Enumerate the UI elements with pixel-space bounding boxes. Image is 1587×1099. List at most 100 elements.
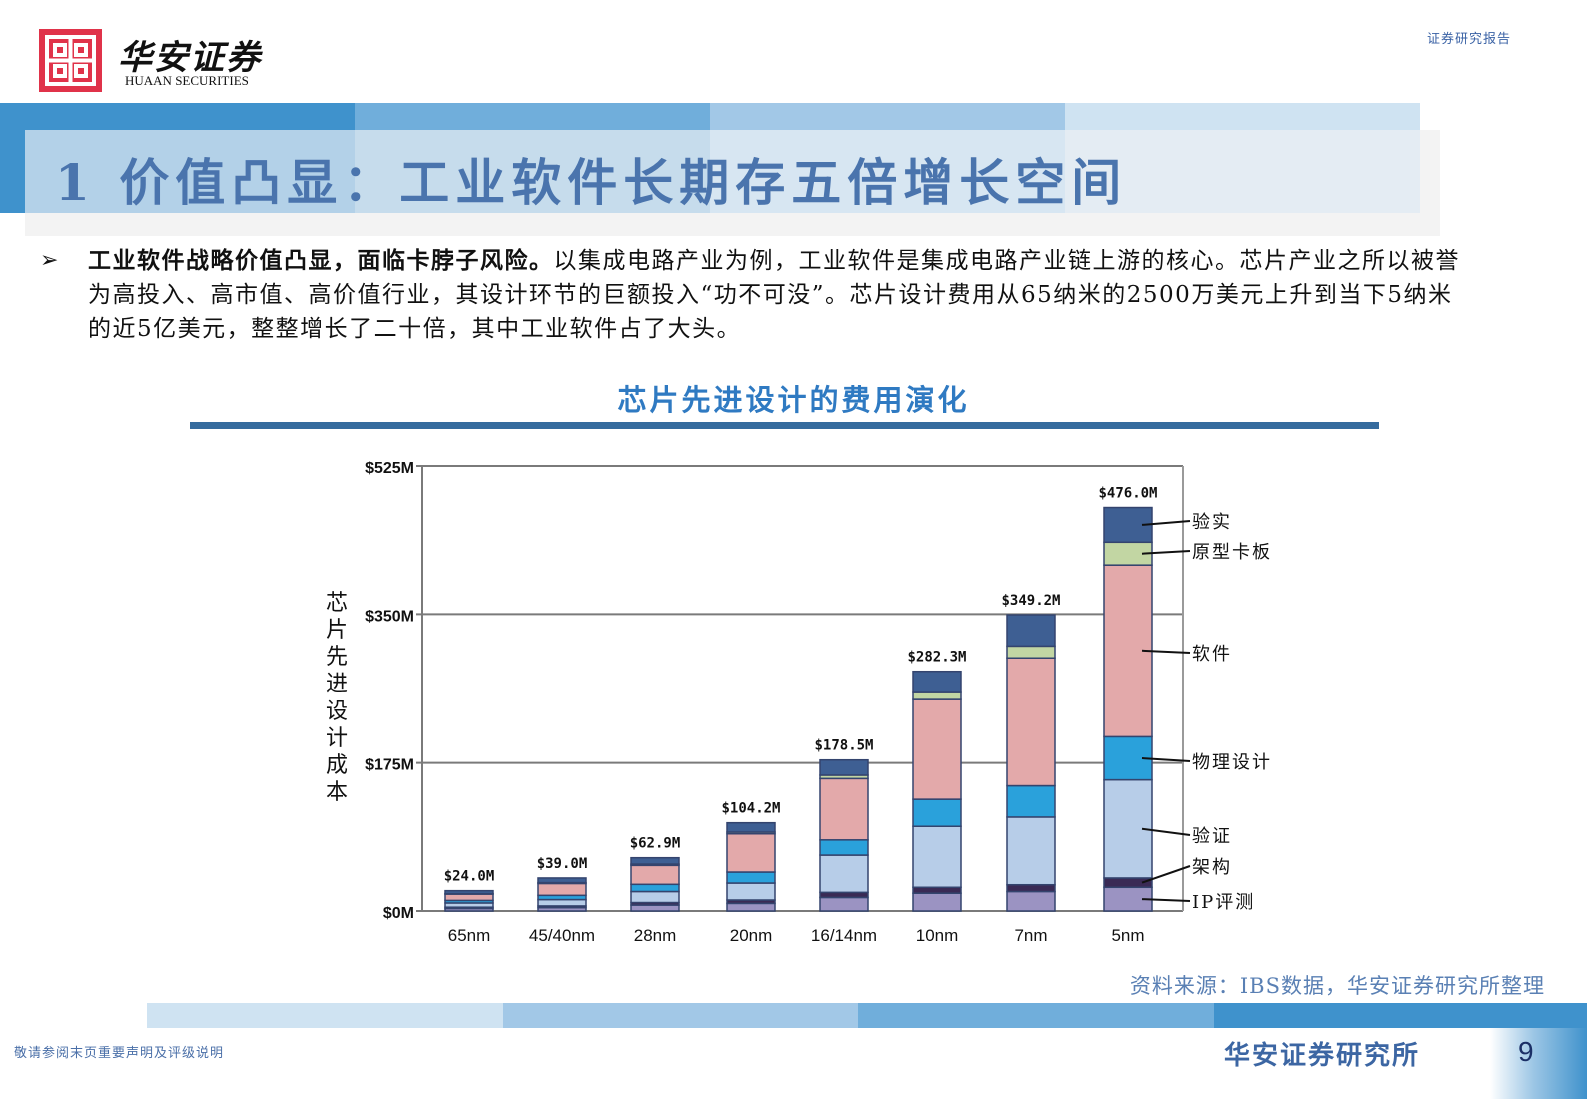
bar-segment (726, 902, 776, 912)
bar-segment (912, 886, 962, 894)
bar-total-label: $62.9M (630, 836, 681, 852)
page-number: 9 (1518, 1036, 1534, 1067)
x-tick-label: 28nm (634, 926, 677, 945)
bar-segment (912, 892, 962, 912)
bullet-bold-lead: 工业软件战略价值凸显，面临卡脖子风险。 (88, 247, 554, 274)
bar-segment (1006, 614, 1056, 648)
legend-label: 验证 (1192, 826, 1232, 847)
logo-chinese-name: 华安证券 (118, 38, 262, 78)
x-tick-label: 7nm (1014, 926, 1047, 945)
bar-total-label: $104.2M (721, 801, 780, 817)
y-tick-label: $525M (365, 460, 414, 477)
y-axis-label-char: 计 (326, 726, 348, 751)
bar-segment (726, 832, 776, 873)
page-title: 1 价值凸显：工业软件长期存五倍增长空间 (55, 153, 1128, 212)
y-tick-label: $175M (365, 757, 414, 774)
bar-segment (726, 821, 776, 833)
bar-segment (1006, 883, 1056, 893)
y-axis-label-char: 本 (326, 780, 348, 805)
legend-label: 软件 (1192, 644, 1232, 665)
y-axis-label-char: 成 (326, 753, 348, 778)
bar-segment (1006, 657, 1056, 787)
bullet-paragraph: ➢ 工业软件战略价值凸显，面临卡脖子风险。以集成电路产业为例，工业软件是集成电路… (40, 244, 1460, 346)
chart-title-rule (190, 422, 1379, 429)
y-axis-label-char: 芯 (326, 591, 348, 616)
legend-leader-line (1141, 649, 1191, 654)
bar-segment (1006, 784, 1056, 818)
bar-segment (630, 904, 680, 912)
disclaimer-text: 敬请参阅末页重要声明及评级说明 (14, 1046, 225, 1061)
y-axis-label-char: 设 (326, 699, 348, 724)
bar-segment (819, 896, 869, 912)
report-type-label: 证券研究报告 (1426, 32, 1511, 47)
legend-label: IP评测 (1192, 892, 1255, 913)
bar-segment (444, 889, 494, 895)
legend-label: 架构 (1192, 857, 1232, 878)
bar-segment (1006, 890, 1056, 912)
bar-segment (537, 882, 587, 897)
legend-leader-line (1141, 757, 1191, 762)
x-tick-label: 5nm (1111, 926, 1144, 945)
x-tick-label: 16/14nm (811, 926, 877, 945)
legend-leader-line (1141, 550, 1191, 555)
bar-total-label: $24.0M (444, 869, 495, 885)
title-panel (25, 130, 1420, 213)
bar-total-label: $282.3M (907, 650, 966, 666)
bar-segment (819, 891, 869, 899)
bar-total-label: $476.0M (1098, 486, 1157, 502)
bar-segment (819, 758, 869, 776)
bar-segment (726, 882, 776, 901)
legend-leader-line (1141, 865, 1191, 884)
page-number-box (1490, 1028, 1587, 1099)
bar-total-label: $178.5M (814, 738, 873, 754)
title-left-bar (0, 103, 25, 213)
footer-band (147, 1003, 1587, 1028)
bullet-text: 以集成电路产业为例，工业软件是集成电路产业链上游的核心。芯片产业之所以被誉为高投… (88, 248, 1460, 342)
bar-segment (630, 883, 680, 893)
footer-org-name: 华安证券研究所 (1224, 1041, 1421, 1071)
bar-segment (630, 890, 680, 904)
bar-segment (912, 825, 962, 889)
y-tick-label: $0M (383, 905, 414, 922)
bar-total-label: $349.2M (1001, 593, 1060, 609)
legend-label: 验实 (1192, 512, 1232, 533)
y-tick-label: $350M (365, 608, 414, 625)
bar-segment (537, 898, 587, 907)
bar-segment (537, 877, 587, 884)
legend-leader-line (1141, 520, 1191, 526)
bar-segment (819, 777, 869, 841)
bar-segment (912, 798, 962, 827)
bar-segment (912, 670, 962, 693)
legend-label: 物理设计 (1192, 752, 1272, 773)
arrow-bullet-icon: ➢ (40, 248, 59, 273)
huaan-logo-mark (39, 29, 102, 92)
chart-title: 芯片先进设计的费用演化 (617, 383, 970, 417)
x-tick-label: 10nm (916, 926, 959, 945)
y-axis-label-char: 进 (326, 672, 348, 697)
y-axis-label-char: 先 (326, 645, 348, 670)
bar-segment (1006, 645, 1056, 659)
y-axis-label-char: 片 (326, 618, 348, 643)
source-note: 资料来源：IBS数据，华安证券研究所整理 (1129, 974, 1545, 998)
bar-total-label: $39.0M (537, 856, 588, 872)
title-top-band (0, 103, 1420, 131)
legend-label: 原型卡板 (1192, 542, 1272, 563)
legend-leader-line (1141, 827, 1191, 836)
bar-segment (444, 893, 494, 902)
logo-knot-icon (39, 29, 102, 92)
bar-segment (912, 698, 962, 800)
legend-leader-line (1141, 898, 1191, 902)
bar-segment (726, 871, 776, 884)
bar-segment (819, 854, 869, 894)
title-banner: 1 价值凸显：工业软件长期存五倍增长空间 (0, 103, 1440, 236)
x-tick-label: 65nm (448, 926, 491, 945)
bar-segment (630, 864, 680, 886)
bullet-body: 工业软件战略价值凸显，面临卡脖子风险。以集成电路产业为例，工业软件是集成电路产业… (88, 244, 1460, 346)
x-tick-label: 45/40nm (529, 926, 595, 945)
logo-english-name: HUAAN SECURITIES (125, 73, 249, 88)
bar-segment (912, 691, 962, 700)
stacked-bar-chart: $0M $175M $350M $525M 芯片先进设计成本 $24.0M 65nm $39.… (300, 450, 1300, 950)
bar-segment (1006, 816, 1056, 886)
bar-segment (630, 856, 680, 865)
